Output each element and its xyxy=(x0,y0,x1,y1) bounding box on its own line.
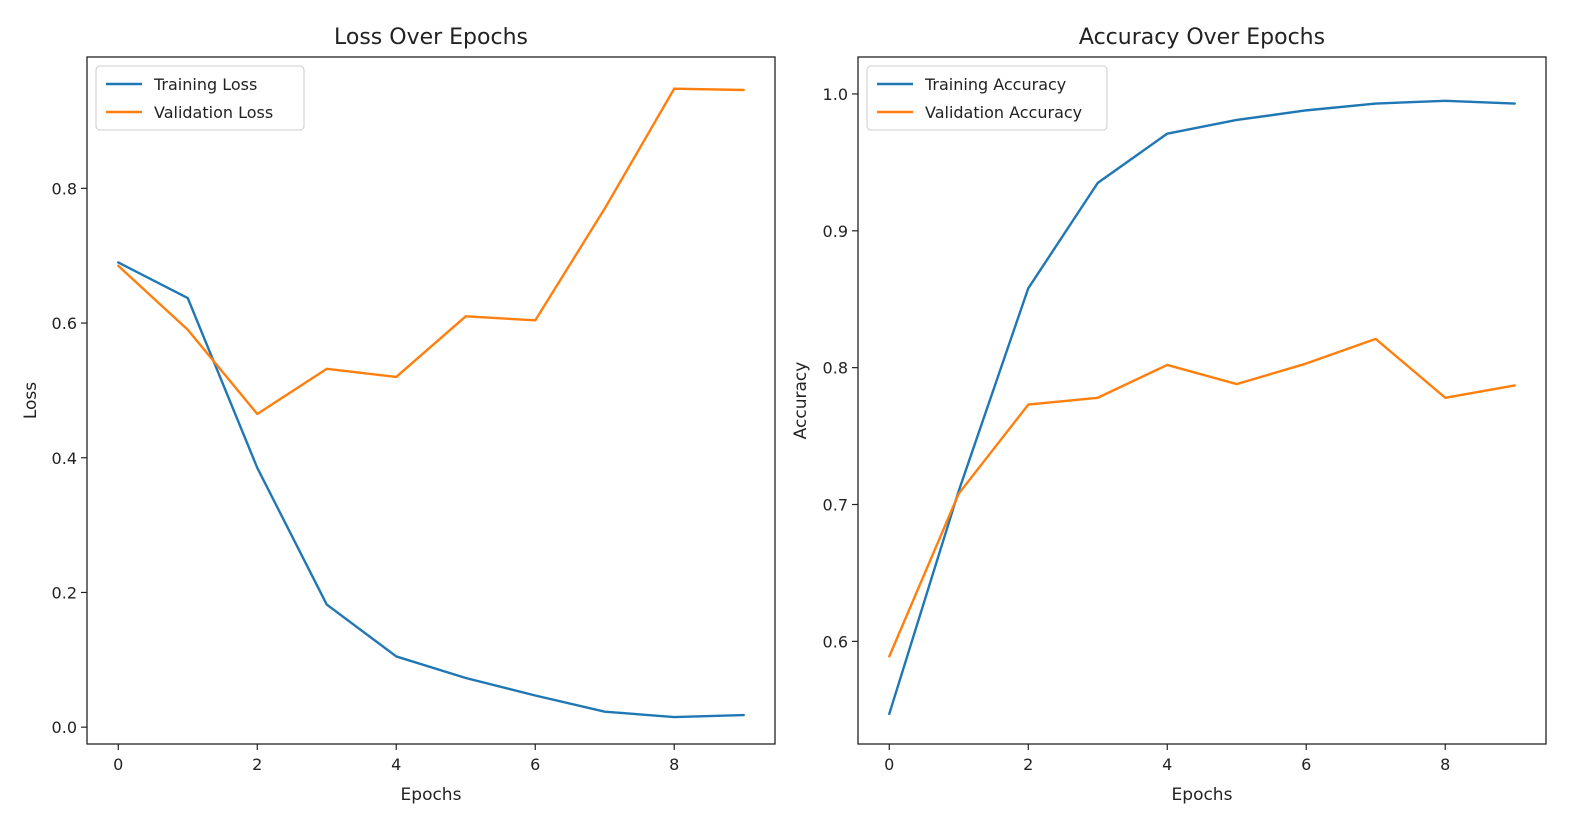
loss-x-tick-label: 6 xyxy=(530,755,540,774)
loss-chart-title: Loss Over Epochs xyxy=(334,25,528,50)
loss-y-tick-label: 0.2 xyxy=(52,583,77,602)
accuracy-x-tick-label: 0 xyxy=(884,755,894,774)
loss-y-axis-label: Loss xyxy=(21,382,41,419)
accuracy-x-tick-label: 2 xyxy=(1023,755,1033,774)
loss-x-axis-label: Epochs xyxy=(401,785,462,805)
accuracy-x-axis-label: Epochs xyxy=(1172,785,1233,805)
loss-series-line-0 xyxy=(117,261,745,719)
accuracy-series-line-1 xyxy=(888,337,1516,658)
loss-y-tick-label: 0.0 xyxy=(52,718,77,737)
loss-x-tick-label: 2 xyxy=(252,755,262,774)
accuracy-y-tick-label: 0.6 xyxy=(823,632,848,651)
accuracy-x-tick-label: 4 xyxy=(1162,755,1172,774)
loss-legend: Training Loss Validation Loss xyxy=(95,65,305,131)
accuracy-legend-label-1: Validation Accuracy xyxy=(925,103,1082,122)
loss-legend-box xyxy=(95,65,305,131)
accuracy-y-axis-label: Accuracy xyxy=(791,362,811,440)
loss-y-tick-label: 0.4 xyxy=(52,449,77,468)
loss-legend-label-0: Training Loss xyxy=(153,75,257,94)
loss-y-tick-label: 0.6 xyxy=(52,314,77,333)
accuracy-chart-title: Accuracy Over Epochs xyxy=(1079,25,1325,50)
accuracy-axes-frame xyxy=(857,56,1547,745)
accuracy-x-tick-label: 8 xyxy=(1440,755,1450,774)
loss-chart: Loss Over Epochs 0 2 4 6 8 0.0 0.2 0.4 0.6 0.8 Epoc… xyxy=(21,25,776,805)
loss-series-line-1 xyxy=(117,87,745,416)
accuracy-legend-label-0: Training Accuracy xyxy=(924,75,1066,94)
loss-x-tick-label: 0 xyxy=(113,755,123,774)
accuracy-legend: Training Accuracy Validation Accuracy xyxy=(866,65,1108,131)
loss-legend-label-1: Validation Loss xyxy=(154,103,273,122)
accuracy-y-tick-label: 0.9 xyxy=(823,222,848,241)
accuracy-y-tick-label: 0.7 xyxy=(823,496,848,515)
accuracy-chart: Accuracy Over Epochs 0 2 4 6 8 0.6 0.7 0.8 0.9 1.0… xyxy=(791,25,1547,805)
loss-x-tick-label: 4 xyxy=(391,755,401,774)
accuracy-y-tick-label: 0.8 xyxy=(823,359,848,378)
accuracy-y-tick-label: 1.0 xyxy=(823,85,848,104)
accuracy-x-tick-label: 6 xyxy=(1301,755,1311,774)
loss-x-tick-label: 8 xyxy=(669,755,679,774)
loss-y-tick-label: 0.8 xyxy=(52,179,77,198)
accuracy-legend-box xyxy=(866,65,1108,131)
accuracy-series-line-0 xyxy=(888,99,1516,716)
loss-axes-frame xyxy=(86,56,776,745)
